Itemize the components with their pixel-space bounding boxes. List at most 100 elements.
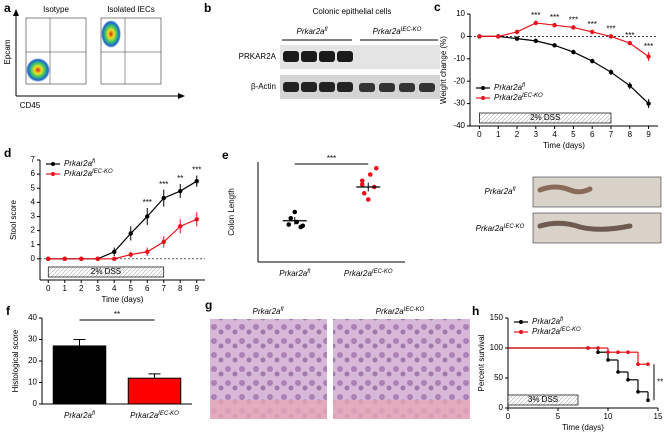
series-line [479, 35, 650, 105]
data-point [533, 20, 538, 26]
legend-marker [519, 320, 523, 324]
data-point [145, 249, 150, 254]
gene-sup: IEC-KO [560, 327, 581, 333]
data-point [616, 350, 620, 355]
data-point [627, 40, 632, 46]
y-tick-label: 5 [31, 183, 36, 192]
axis-label: CD45 [20, 101, 41, 110]
data-point [194, 217, 199, 222]
data-point [596, 350, 600, 355]
data-point [128, 231, 133, 236]
significance-label: ** [114, 310, 120, 319]
data-point [646, 101, 651, 106]
gene-label: Prkar2afl [494, 83, 526, 93]
gene-name: Prkar2a [252, 307, 281, 316]
data-point [626, 378, 630, 382]
axis-label: Epcam [3, 39, 12, 64]
cell-cloud [101, 20, 121, 48]
data-point [596, 346, 600, 350]
y-tick-label: 20 [28, 356, 37, 365]
y-axis-label: Percent survival [477, 334, 486, 391]
x-tick-label: 8 [178, 284, 183, 293]
x-tick-label: 5 [571, 130, 576, 139]
x-tick-label: 0 [506, 412, 511, 421]
y-tick-label: 50 [494, 373, 503, 382]
y-tick-label: 0 [499, 403, 504, 412]
y-tick-label: -30 [453, 99, 465, 108]
gene-label: Prkar2afl [279, 269, 311, 279]
data-point [288, 215, 294, 221]
gene-name: Prkar2a [532, 327, 561, 336]
x-tick-label: 4 [552, 130, 557, 139]
legend-marker [51, 162, 55, 166]
y-tick-label: 0 [33, 399, 38, 408]
data-point [178, 224, 183, 229]
significance-label: *** [606, 24, 615, 33]
data-point [552, 23, 557, 28]
y-axis-label: Weight change (%) [439, 36, 448, 104]
data-point [367, 172, 373, 177]
treatment-label: 3% DSS [528, 395, 558, 404]
data-point [361, 190, 367, 196]
gene-name: Prkar2a [376, 307, 405, 316]
gene-sup: IEC-KO [372, 269, 393, 275]
y-tick-label: 2 [31, 226, 36, 235]
gene-label: Prkar2afl [64, 411, 96, 421]
x-tick-label: 15 [654, 412, 663, 421]
panel-letter: h [472, 304, 479, 318]
significance-label: ** [657, 377, 663, 386]
data-point [112, 249, 117, 254]
panel-letter: e [222, 148, 229, 162]
data-point [46, 256, 51, 262]
data-point [590, 29, 595, 35]
gene-name: Prkar2a [344, 269, 373, 278]
data-point [359, 182, 365, 187]
gene-sup: IEC-KO [401, 27, 422, 33]
colon-photo [532, 176, 662, 208]
y-axis-label: Colon Length [227, 188, 236, 236]
gene-name: Prkar2a [64, 169, 93, 178]
gene-name: Prkar2a [64, 411, 93, 420]
data-point [161, 195, 166, 201]
arrow-head [178, 93, 185, 99]
gene-sup: fl [513, 187, 517, 193]
group-label: Prkar2afl [296, 27, 328, 37]
colon-photo [532, 212, 662, 244]
gene-name: Prkar2a [279, 269, 308, 278]
image-label: Prkar2aIEC-KO [476, 224, 525, 234]
treatment-label: 2% DSS [91, 267, 121, 276]
treatment-label: 2% DSS [530, 113, 560, 122]
data-point [636, 362, 640, 367]
bands [283, 51, 435, 92]
bar [52, 345, 107, 405]
gene-label: Prkar2aIEC-KO [64, 169, 113, 179]
legend-marker [481, 86, 485, 90]
x-tick-label: 6 [145, 284, 150, 293]
gene-name: Prkar2a [373, 27, 402, 36]
x-axis-label: Time (days) [102, 295, 144, 304]
y-tick-label: 10 [28, 378, 37, 387]
data-point [616, 370, 620, 374]
significance-label: ** [177, 174, 183, 183]
data-point [646, 398, 650, 403]
gene-label: Prkar2aIEC-KO [494, 93, 543, 103]
x-tick-label: 5 [129, 284, 134, 293]
gene-label: Prkar2afl [532, 317, 564, 327]
x-tick-label: 0 [46, 284, 51, 293]
x-tick-label: 9 [646, 130, 651, 139]
treatment-box [507, 394, 579, 406]
muscle-layer [333, 400, 470, 419]
data-point [496, 34, 501, 39]
x-tick-label: 2 [79, 284, 84, 293]
y-tick-label: -10 [453, 54, 465, 63]
legend-marker [51, 172, 55, 176]
x-axis-label: Time (days) [543, 141, 585, 150]
gene-sup: IEC-KO [504, 224, 525, 230]
data-point [178, 188, 183, 194]
x-tick-label: 1 [496, 130, 501, 139]
data-point [646, 54, 651, 59]
data-point [646, 362, 650, 367]
data-point [373, 165, 379, 171]
data-point [590, 58, 595, 64]
colon [537, 184, 593, 195]
